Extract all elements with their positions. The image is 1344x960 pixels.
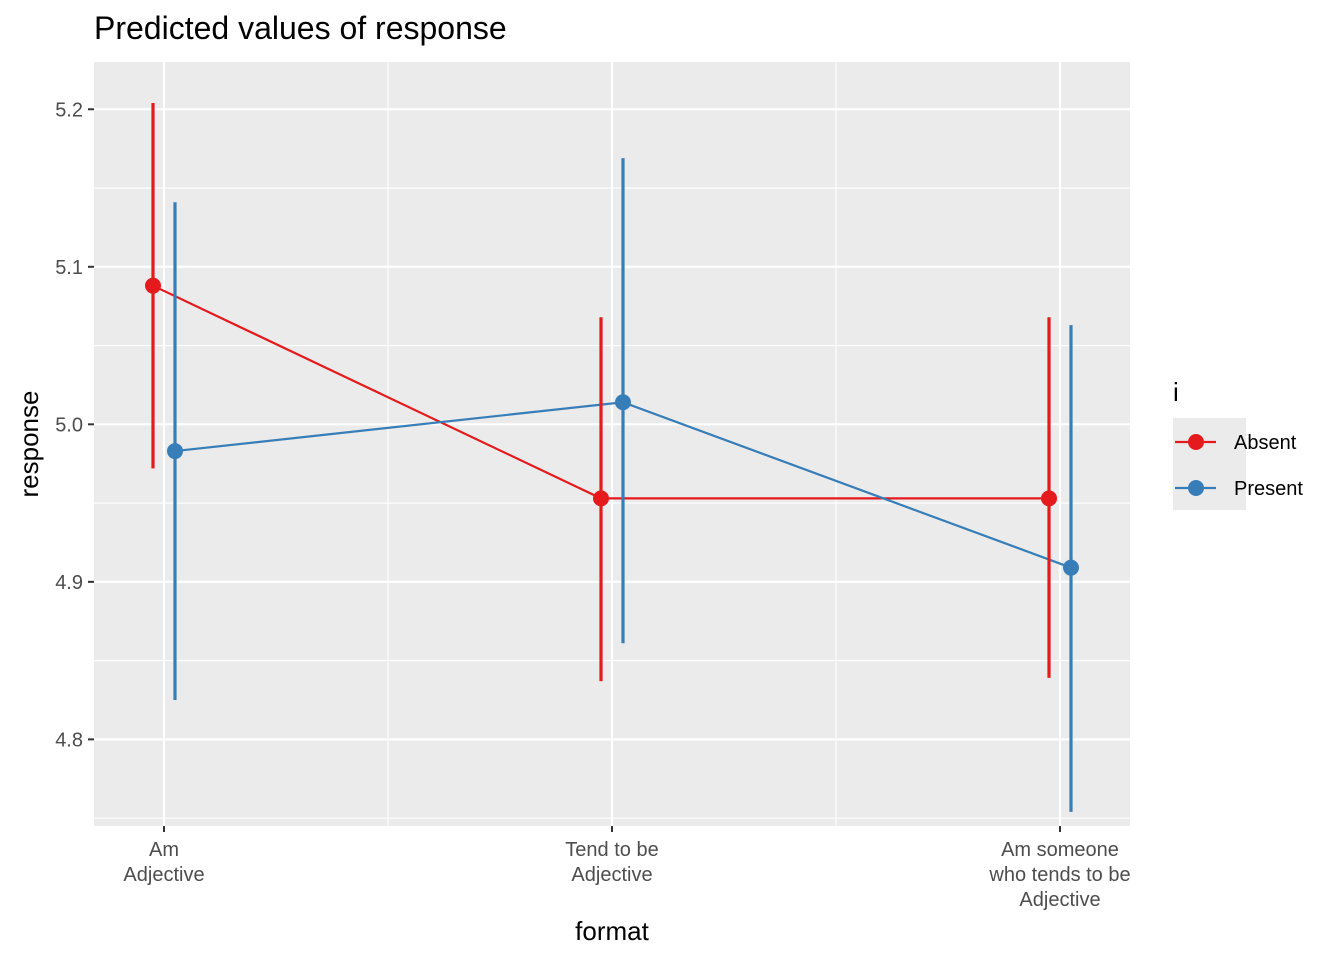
data-point <box>615 394 631 411</box>
legend-label-present: Present <box>1234 478 1303 500</box>
x-tick-label-line: Am someone <box>1001 839 1119 861</box>
y-tick-label: 5.0 <box>55 414 83 436</box>
chart-title: Predicted values of response <box>94 10 507 46</box>
y-tick-label: 4.9 <box>55 572 83 594</box>
x-tick-label: Am Adjective <box>123 839 204 886</box>
x-axis-title: format <box>575 916 649 946</box>
data-points <box>145 277 1079 576</box>
y-tick-label: 5.1 <box>55 257 83 279</box>
x-tick-label-line: Tend to be <box>565 839 658 861</box>
legend: i Absent Present <box>1173 377 1303 510</box>
data-point <box>1063 559 1079 576</box>
legend-title: i <box>1173 377 1179 407</box>
x-tick-label-line: who tends to be <box>988 864 1130 886</box>
x-tick-label: Am someone who tends to be Adjective <box>988 839 1130 911</box>
y-tick-label: 5.2 <box>55 99 83 121</box>
legend-label-absent: Absent <box>1234 432 1297 454</box>
data-point <box>167 443 183 460</box>
y-tick-label: 4.8 <box>55 729 83 751</box>
legend-key-point <box>1188 480 1204 496</box>
data-point <box>1041 490 1057 507</box>
x-tick-label-line: Adjective <box>123 864 204 886</box>
x-tick-label-line: Am <box>149 839 179 861</box>
legend-key-point <box>1188 434 1204 450</box>
x-tick-label-line: Adjective <box>571 864 652 886</box>
legend-key-background <box>1173 418 1246 510</box>
x-tick-label-line: Adjective <box>1019 889 1100 911</box>
x-tick-label: Tend to be Adjective <box>565 839 658 886</box>
data-point <box>593 490 609 507</box>
data-point <box>145 277 161 294</box>
grid-major <box>94 62 1130 826</box>
y-axis-title: response <box>14 391 44 498</box>
y-axis: 4.8 4.9 5.0 5.1 5.2 <box>55 99 94 751</box>
